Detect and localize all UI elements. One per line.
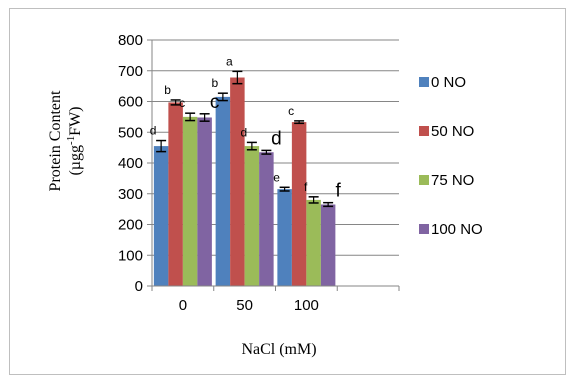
significance-letter-3-0: c <box>210 92 220 113</box>
legend-swatch-0 <box>419 77 429 87</box>
chart-frame: 0 100 200 300 400 500 600 700 800 0 d b c c 50 b a d d 100 e… <box>9 8 566 375</box>
y-axis-title-unit-rest: FW) <box>67 106 84 135</box>
x-axis-title: NaCl (mM) <box>241 341 316 358</box>
significance-letter-1-2: c <box>288 104 294 118</box>
y-axis-title-unit-sup: -1 <box>65 136 77 145</box>
significance-letter-0-0: d <box>150 124 157 138</box>
y-tick-label-500: 500 <box>118 124 143 141</box>
bars <box>153 70 336 287</box>
legend-swatch-1 <box>419 126 429 136</box>
bar-50-no-nacl-100 <box>291 122 307 286</box>
significance-letter-0-1: b <box>212 76 219 90</box>
significance-letter-2-1: d <box>241 125 248 139</box>
bar-75-no-nacl-100 <box>306 199 321 286</box>
bar-50-no-nacl-0 <box>168 102 183 286</box>
y-axis-title-unit-main: (µgg <box>67 145 84 176</box>
legend-swatch-3 <box>419 224 429 234</box>
bar-0-no-nacl-0 <box>153 146 169 286</box>
legend-swatch-2 <box>419 175 429 185</box>
significance-letter-2-0: c <box>179 96 185 110</box>
axes <box>147 39 400 291</box>
y-tick-label-0: 0 <box>135 278 143 295</box>
x-tick-label-100: 100 <box>294 297 319 314</box>
significance-letter-0-2: e <box>273 170 280 184</box>
y-tick-label-600: 600 <box>118 94 143 111</box>
bar-50-no-nacl-50 <box>230 77 245 286</box>
legend-label-0: 0 NO <box>431 74 466 91</box>
y-axis-title-line1: Protein Content <box>47 90 64 191</box>
significance-letter-3-1: d <box>271 128 282 149</box>
legend: 0 NO 50 NO 75 NO 100 NO <box>419 74 483 238</box>
significance-letter-1-1: a <box>226 54 233 68</box>
y-tick-label-700: 700 <box>118 63 143 80</box>
x-tick-label-50: 50 <box>236 297 253 314</box>
legend-label-1: 50 NO <box>431 123 474 140</box>
y-tick-label-100: 100 <box>118 247 143 264</box>
bar-75-no-nacl-0 <box>182 116 198 286</box>
significance-letter-1-0: b <box>164 83 171 97</box>
y-axis-title-line2: (µgg-1FW) <box>65 106 84 175</box>
bar-0-no-nacl-50 <box>215 96 231 286</box>
significance-letter-3-2: f <box>335 181 341 202</box>
y-tick-label-300: 300 <box>118 186 143 203</box>
legend-label-2: 75 NO <box>431 172 474 189</box>
y-tick-label-400: 400 <box>118 155 143 172</box>
bar-100-no-nacl-50 <box>259 152 274 286</box>
bar-0-no-nacl-100 <box>277 189 292 286</box>
bar-100-no-nacl-0 <box>197 117 212 287</box>
legend-label-3: 100 NO <box>431 221 483 238</box>
y-tick-label-800: 800 <box>118 32 143 49</box>
significance-letter-2-2: f <box>304 180 308 194</box>
y-tick-label-200: 200 <box>118 217 143 234</box>
bar-100-no-nacl-100 <box>320 204 336 286</box>
x-tick-label-0: 0 <box>179 297 187 314</box>
bar-75-no-nacl-50 <box>244 146 260 286</box>
